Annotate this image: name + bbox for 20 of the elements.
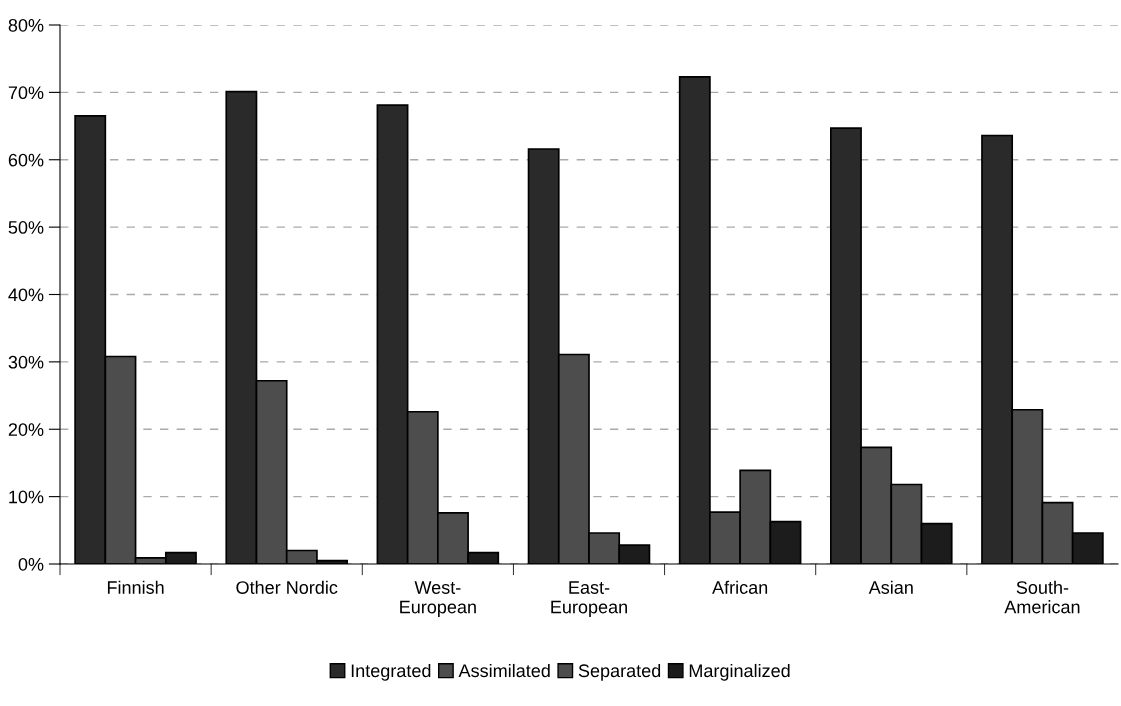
x-tick-label: East- European (551, 581, 627, 617)
legend-label: Integrated (351, 663, 431, 681)
x-tick-label: Asian (868, 580, 913, 594)
legend-label: Marginalized (689, 663, 790, 681)
y-tick-label: 0% (18, 557, 44, 571)
y-tick-label: 70% (8, 86, 44, 100)
x-tick-label: West- European (400, 581, 476, 617)
y-tick-label: 80% (8, 18, 44, 32)
y-tick-label: 20% (8, 423, 44, 436)
legend-label: Assimilated (458, 663, 550, 678)
x-tick-label: South- American (1004, 580, 1080, 614)
x-tick-label: Other Nordic (236, 580, 338, 594)
legend-label: Separated (578, 663, 661, 681)
y-tick-label: 10% (9, 490, 44, 504)
y-tick-label: 30% (8, 355, 44, 369)
y-tick-label: 60% (8, 153, 44, 167)
y-tick-label: 50% (8, 221, 44, 234)
x-tick-label: Finnish (107, 580, 164, 594)
y-tick-label: 40% (8, 288, 44, 302)
x-tick-label: African (712, 580, 768, 594)
